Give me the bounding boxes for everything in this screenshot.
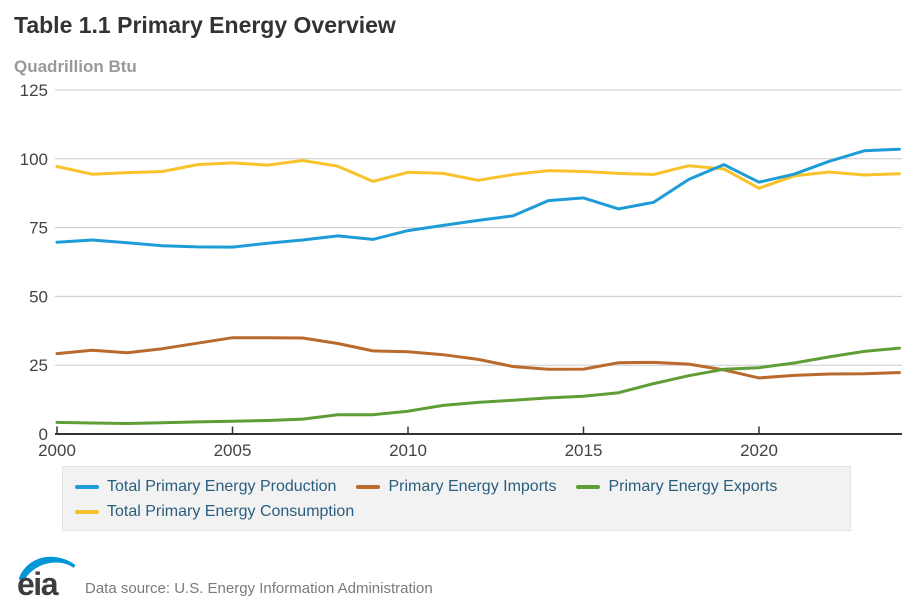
- legend-item-total-primary-energy-production: Total Primary Energy Production: [75, 475, 336, 498]
- chart-legend: Total Primary Energy Production Primary E…: [62, 466, 851, 531]
- eia-logo: eia: [17, 556, 76, 601]
- series-line-primary-energy-imports: [55, 336, 901, 380]
- legend-swatch-icon: [75, 484, 99, 489]
- x-tick-label-2010: 2010: [389, 441, 427, 460]
- data-source-note: Data source: U.S. Energy Information Adm…: [85, 580, 433, 597]
- legend-swatch-icon: [576, 484, 601, 489]
- y-tick-label-100: 100: [20, 150, 48, 169]
- page-title: Table 1.1 Primary Energy Overview: [14, 12, 396, 38]
- legend-swatch-icon: [75, 509, 99, 514]
- y-tick-label-25: 25: [29, 356, 48, 375]
- legend-label: Primary Energy Imports: [388, 477, 557, 495]
- y-tick-label-0: 0: [39, 425, 48, 444]
- eia-logo-text: eia: [17, 566, 59, 601]
- series-line-total-primary-energy-consumption: [55, 159, 901, 190]
- eia-logo-swoosh-icon: [19, 556, 76, 582]
- x-tick-label-2015: 2015: [565, 441, 603, 460]
- legend-swatch-icon: [356, 484, 381, 489]
- y-tick-label-50: 50: [29, 287, 48, 306]
- legend-label: Primary Energy Exports: [608, 477, 778, 495]
- x-tick-label-2020: 2020: [740, 441, 778, 460]
- series-line-total-primary-energy-production: [55, 147, 901, 249]
- y-axis-units-label: Quadrillion Btu: [14, 57, 137, 76]
- series-line-primary-energy-exports: [55, 346, 901, 425]
- x-tick-label-2000: 2000: [38, 441, 76, 460]
- legend-item-primary-energy-exports: Primary Energy Exports: [576, 475, 777, 498]
- legend-label: Total Primary Energy Production: [107, 477, 337, 495]
- legend-item-total-primary-energy-consumption: Total Primary Energy Consumption: [75, 500, 354, 523]
- y-tick-label-75: 75: [29, 219, 48, 238]
- legend-item-primary-energy-imports: Primary Energy Imports: [356, 475, 556, 498]
- y-tick-label-125: 125: [20, 81, 48, 100]
- x-tick-label-2005: 2005: [214, 441, 252, 460]
- legend-label: Total Primary Energy Consumption: [107, 502, 355, 520]
